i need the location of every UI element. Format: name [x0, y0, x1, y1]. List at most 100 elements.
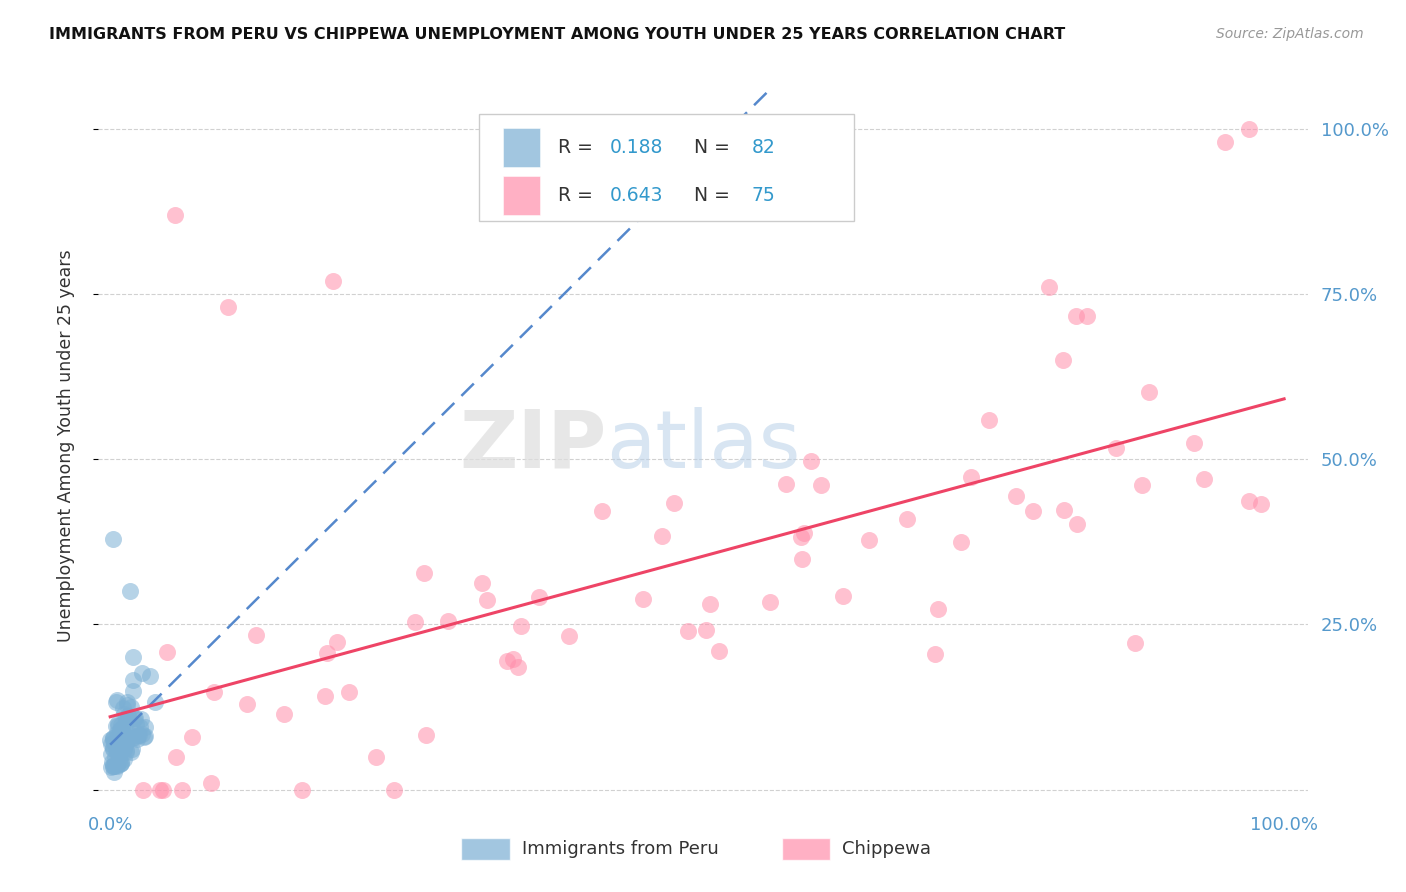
Point [117, 709, 139, 723]
Point [122, 711, 145, 725]
Point [107, 715, 129, 730]
Point [1123, 635, 1146, 649]
Point [527, 590, 550, 604]
Point [103, 741, 125, 756]
Point [117, 698, 139, 713]
Point [695, 623, 717, 637]
Point [631, 592, 654, 607]
Text: atlas: atlas [606, 407, 800, 485]
Point [1237, 121, 1260, 136]
Point [107, 718, 129, 732]
Point [112, 752, 135, 766]
Point [101, 532, 124, 546]
Point [122, 683, 145, 698]
Text: 0.188: 0.188 [610, 138, 664, 157]
Point [111, 722, 134, 736]
Point [120, 745, 142, 759]
Point [810, 478, 832, 492]
Point [793, 526, 815, 541]
Point [117, 709, 139, 723]
Point [125, 732, 148, 747]
Text: Source: ZipAtlas.com: Source: ZipAtlas.com [1216, 27, 1364, 41]
Point [105, 758, 128, 772]
Point [1064, 310, 1087, 324]
Text: R =: R = [558, 186, 599, 205]
Point [800, 454, 823, 468]
Point [101, 755, 124, 769]
Point [114, 716, 136, 731]
FancyBboxPatch shape [782, 838, 830, 860]
Point [236, 697, 259, 711]
Point [110, 729, 132, 743]
Point [1130, 478, 1153, 492]
Point [114, 723, 136, 737]
Point [495, 654, 517, 668]
Point [110, 756, 132, 771]
Point [100, 737, 122, 751]
Point [1004, 489, 1026, 503]
Point [316, 646, 339, 660]
Point [181, 730, 204, 744]
Point [326, 635, 349, 649]
Point [110, 756, 132, 771]
Point [121, 699, 143, 714]
Point [101, 733, 124, 747]
Point [149, 782, 172, 797]
Point [166, 750, 188, 764]
Point [134, 731, 156, 745]
Point [322, 274, 344, 288]
Point [170, 782, 193, 797]
Point [143, 695, 166, 709]
Point [117, 730, 139, 744]
Y-axis label: Unemployment Among Youth under 25 years: Unemployment Among Youth under 25 years [56, 250, 75, 642]
Point [138, 669, 160, 683]
Point [1038, 280, 1060, 294]
Point [110, 723, 132, 738]
Point [707, 644, 730, 658]
Point [115, 745, 138, 759]
Point [122, 673, 145, 687]
Point [101, 759, 124, 773]
Text: ZIP: ZIP [458, 407, 606, 485]
Point [117, 733, 139, 747]
Text: N =: N = [682, 138, 737, 157]
Point [790, 530, 813, 544]
Point [120, 584, 142, 599]
Point [557, 629, 579, 643]
Point [1076, 309, 1098, 323]
Point [105, 725, 128, 739]
Point [127, 728, 149, 742]
Text: Chippewa: Chippewa [842, 840, 931, 858]
Text: 0.643: 0.643 [610, 186, 664, 205]
Point [121, 721, 143, 735]
Point [100, 733, 122, 747]
Point [128, 728, 150, 742]
Point [114, 736, 136, 750]
Point [129, 712, 152, 726]
Point [103, 735, 125, 749]
Point [775, 477, 797, 491]
Point [105, 693, 128, 707]
Point [112, 741, 135, 756]
Point [118, 731, 141, 746]
Point [337, 684, 360, 698]
Point [105, 745, 128, 759]
Point [115, 711, 138, 725]
Point [437, 614, 460, 628]
Point [273, 706, 295, 721]
Point [124, 711, 146, 725]
Point [200, 775, 222, 789]
FancyBboxPatch shape [461, 838, 509, 860]
Point [202, 684, 225, 698]
Point [121, 731, 143, 745]
Point [510, 618, 533, 632]
Point [103, 731, 125, 746]
Point [111, 701, 134, 715]
Point [1237, 493, 1260, 508]
Point [1250, 497, 1272, 511]
Point [413, 566, 436, 580]
Point [134, 721, 156, 735]
Point [108, 745, 131, 759]
Point [1182, 436, 1205, 450]
Point [591, 504, 613, 518]
